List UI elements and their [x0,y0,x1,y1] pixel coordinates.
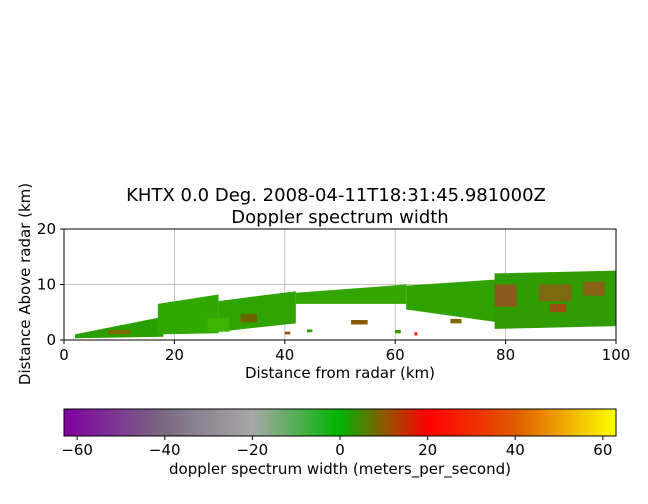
x-tick-label: 60 [386,346,405,364]
chart-subtitle: Doppler spectrum width [231,207,448,228]
echo-cell [450,318,462,324]
echo-band [218,291,296,332]
echo-cell [240,313,258,323]
echo-cell [284,331,291,335]
colorbar-tick-label: 60 [593,441,612,459]
colorbar-tick-label: −20 [237,441,269,459]
y-axis-ticks: 0 10 20 [37,220,64,349]
colorbar-ticks: −60 −40 −20 0 20 40 60 [61,436,612,459]
y-axis-label: Distance Above radar (km) [16,183,34,385]
plot-data [75,270,616,339]
colorbar-tick-label: −40 [149,441,181,459]
echo-cell [494,284,517,307]
echo-band [295,284,407,304]
x-tick-label: 20 [165,346,184,364]
y-tick-label: 0 [46,331,56,349]
echo-band [157,294,219,335]
colorbar [63,408,617,437]
colorbar-tick-label: 0 [335,441,345,459]
y-tick-label: 10 [37,276,56,294]
x-tick-label: 40 [275,346,294,364]
echo-cell [306,329,313,333]
echo-cell [351,320,368,325]
echo-cell [414,332,418,336]
echo-band [406,278,506,324]
echo-cell [108,330,131,335]
chart-title: KHTX 0.0 Deg. 2008-04-11T18:31:45.981000… [126,185,546,206]
echo-cell [207,317,230,332]
colorbar-tick-label: 20 [418,441,437,459]
x-axis-label: Distance from radar (km) [245,364,435,382]
echo-cell [582,281,605,296]
colorbar-label: doppler spectrum width (meters_per_secon… [169,460,511,479]
x-tick-label: 80 [496,346,515,364]
x-tick-label: 100 [602,346,631,364]
echo-cell [395,330,401,334]
echo-band [75,316,164,339]
x-axis-ticks: 0 20 40 60 80 100 [59,340,630,364]
colorbar-tick-label: −60 [61,441,93,459]
colorbar-tick-label: 40 [506,441,525,459]
x-tick-label: 0 [59,346,69,364]
echo-cell [549,303,567,313]
y-tick-label: 20 [37,220,56,238]
echo-cell [538,284,572,302]
